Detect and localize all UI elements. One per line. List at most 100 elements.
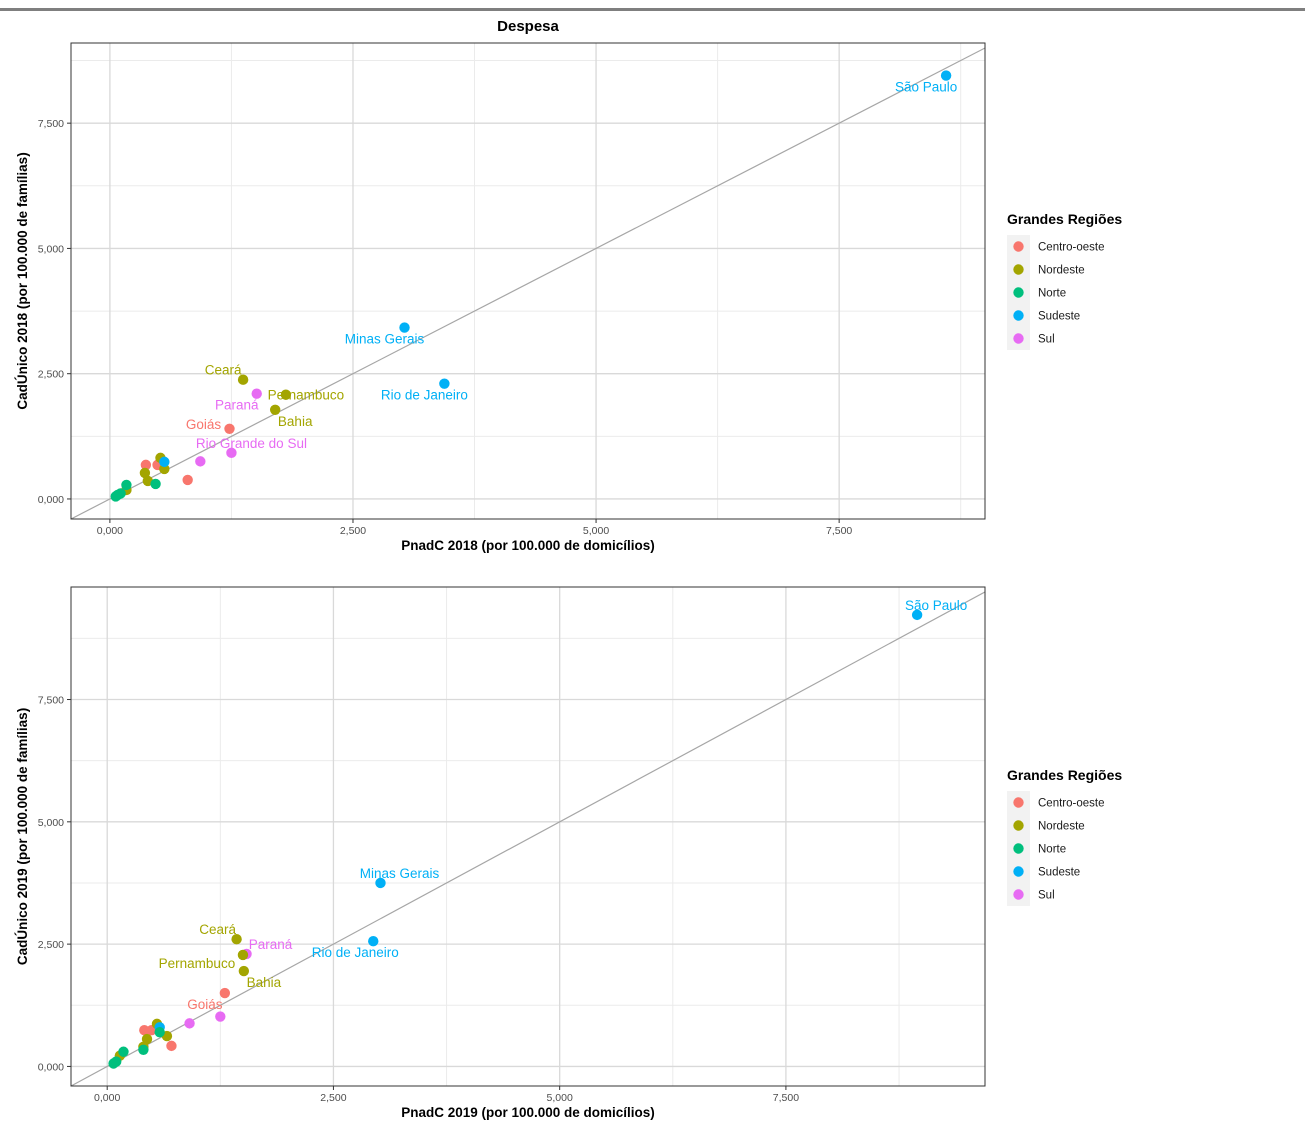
data-point-sul [195, 456, 206, 467]
point-label-goias: Goiás [186, 417, 222, 432]
chart-panel-2018: São Paulo Minas Gerais Rio de Janeiro Ceará… [15, 42, 1122, 553]
legend-item-norte: Norte [1038, 288, 1066, 300]
point-label-bahia: Bahia [247, 975, 282, 990]
x-tick-label: 7,500 [773, 1092, 799, 1104]
y-axis-label: CadÚnico 2019 (por 100.000 de famílias) [15, 708, 30, 965]
legend-title: Grandes Regiões [1007, 211, 1122, 227]
legend: Grandes Regiões Centro-oeste Nordeste Norte… [1007, 211, 1122, 350]
point-label-bahia: Bahia [278, 414, 313, 429]
y-tick-label: 7,500 [38, 118, 64, 130]
x-tick-label: 2,500 [320, 1092, 346, 1104]
data-point-sudeste [439, 378, 450, 389]
data-point-nordeste [141, 1033, 153, 1045]
plot-area [71, 587, 985, 1086]
legend-marker-sul [1013, 889, 1024, 900]
legend-marker-nordeste [1013, 264, 1024, 275]
x-tick-label: 7,500 [826, 525, 852, 537]
legend-item-centro-oeste: Centro-oeste [1038, 242, 1104, 254]
point-label-rio-grande-do-sul: Rio Grande do Sul [196, 436, 307, 451]
x-tick-label: 0,000 [94, 1092, 120, 1104]
data-point-centro-oeste [139, 1025, 150, 1036]
point-label-rio-de-janeiro: Rio de Janeiro [381, 388, 468, 403]
x-tick-label: 2,500 [340, 525, 366, 537]
x-tick-label: 0,000 [97, 525, 123, 537]
top-border [0, 8, 1305, 11]
data-point-sudeste [940, 70, 952, 81]
y-tick-label: 2,500 [38, 939, 64, 951]
identity-line [71, 47, 985, 519]
data-point-centro-oeste [182, 474, 193, 486]
legend-marker-centro-oeste [1013, 797, 1024, 808]
data-point-nordeste [238, 965, 250, 977]
legend-marker-sul [1013, 333, 1024, 344]
data-point-sudeste [159, 456, 170, 468]
data-point-norte [150, 478, 161, 490]
legend-marker-sudeste [1013, 866, 1024, 877]
data-point-sudeste [368, 935, 379, 947]
data-point-nordeste [139, 467, 151, 479]
point-label-ceara: Ceará [199, 922, 236, 937]
x-axis-label: PnadC 2018 (por 100.000 de domicílios) [401, 538, 655, 553]
legend-item-sul: Sul [1038, 890, 1055, 902]
x-tick-label: 5,000 [547, 1092, 573, 1104]
legend-item-norte: Norte [1038, 844, 1066, 856]
point-label-minas-gerais: Minas Gerais [345, 332, 425, 347]
legend-title: Grandes Regiões [1007, 767, 1122, 783]
data-point-sul [226, 447, 237, 459]
data-point-norte [138, 1044, 149, 1055]
data-point-nordeste [231, 934, 242, 945]
data-point-norte [108, 1058, 119, 1069]
point-label-sao-paulo: São Paulo [895, 80, 957, 95]
data-point-norte [110, 491, 121, 502]
point-label-pernambuco: Pernambuco [159, 956, 236, 971]
point-label-goias: Goiás [187, 997, 223, 1012]
data-point-sudeste [375, 877, 386, 889]
plot-area [71, 43, 985, 519]
legend: Grandes Regiões Centro-oeste Nordeste Norte… [1007, 767, 1122, 906]
legend-marker-centro-oeste [1013, 241, 1024, 252]
y-tick-label: 0,000 [38, 494, 64, 506]
legend-item-centro-oeste: Centro-oeste [1038, 798, 1104, 810]
point-label-parana: Paraná [215, 398, 259, 413]
legend-item-sudeste: Sudeste [1038, 311, 1080, 323]
data-point-centro-oeste [166, 1040, 177, 1052]
point-label-parana: Paraná [249, 937, 293, 952]
identity-line [71, 591, 985, 1086]
data-point-sul [215, 1011, 226, 1022]
legend-marker-norte [1013, 843, 1024, 854]
x-axis-label: PnadC 2019 (por 100.000 de domicílios) [401, 1105, 655, 1120]
data-point-centro-oeste [140, 459, 152, 471]
panel-border [70, 42, 986, 520]
y-tick-label: 5,000 [38, 243, 64, 255]
data-point-sudeste [399, 322, 410, 333]
legend-item-nordeste: Nordeste [1038, 265, 1085, 277]
data-point-norte [118, 1046, 129, 1057]
data-point-centro-oeste [219, 987, 231, 999]
data-point-nordeste [280, 389, 292, 400]
data-point-centro-oeste [224, 423, 235, 435]
y-tick-label: 0,000 [38, 1061, 64, 1073]
data-point-nordeste [237, 949, 249, 961]
panel-border [70, 586, 986, 1087]
chart-panel-2019: São Paulo Minas Gerais Rio de Janeiro Ceará… [15, 586, 1122, 1120]
y-axis-label: CadÚnico 2018 (por 100.000 de famílias) [15, 152, 30, 409]
legend-marker-norte [1013, 287, 1024, 298]
legend-marker-sudeste [1013, 310, 1024, 321]
data-point-nordeste [237, 374, 249, 385]
data-point-nordeste [269, 404, 281, 415]
point-label-ceara: Ceará [205, 363, 242, 378]
y-tick-label: 7,500 [38, 695, 64, 707]
y-tick-label: 5,000 [38, 817, 64, 829]
data-point-norte [154, 1026, 165, 1038]
data-point-sul [184, 1018, 195, 1029]
x-tick-label: 5,000 [583, 525, 609, 537]
legend-item-sul: Sul [1038, 334, 1055, 346]
data-point-norte [121, 479, 132, 491]
point-label-pernambuco: Pernambuco [268, 388, 345, 403]
legend-marker-nordeste [1013, 820, 1024, 831]
point-label-minas-gerais: Minas Gerais [360, 866, 440, 881]
point-label-rio-de-janeiro: Rio de Janeiro [312, 945, 399, 960]
figure-title: Despesa [497, 18, 559, 35]
legend-item-sudeste: Sudeste [1038, 867, 1080, 879]
